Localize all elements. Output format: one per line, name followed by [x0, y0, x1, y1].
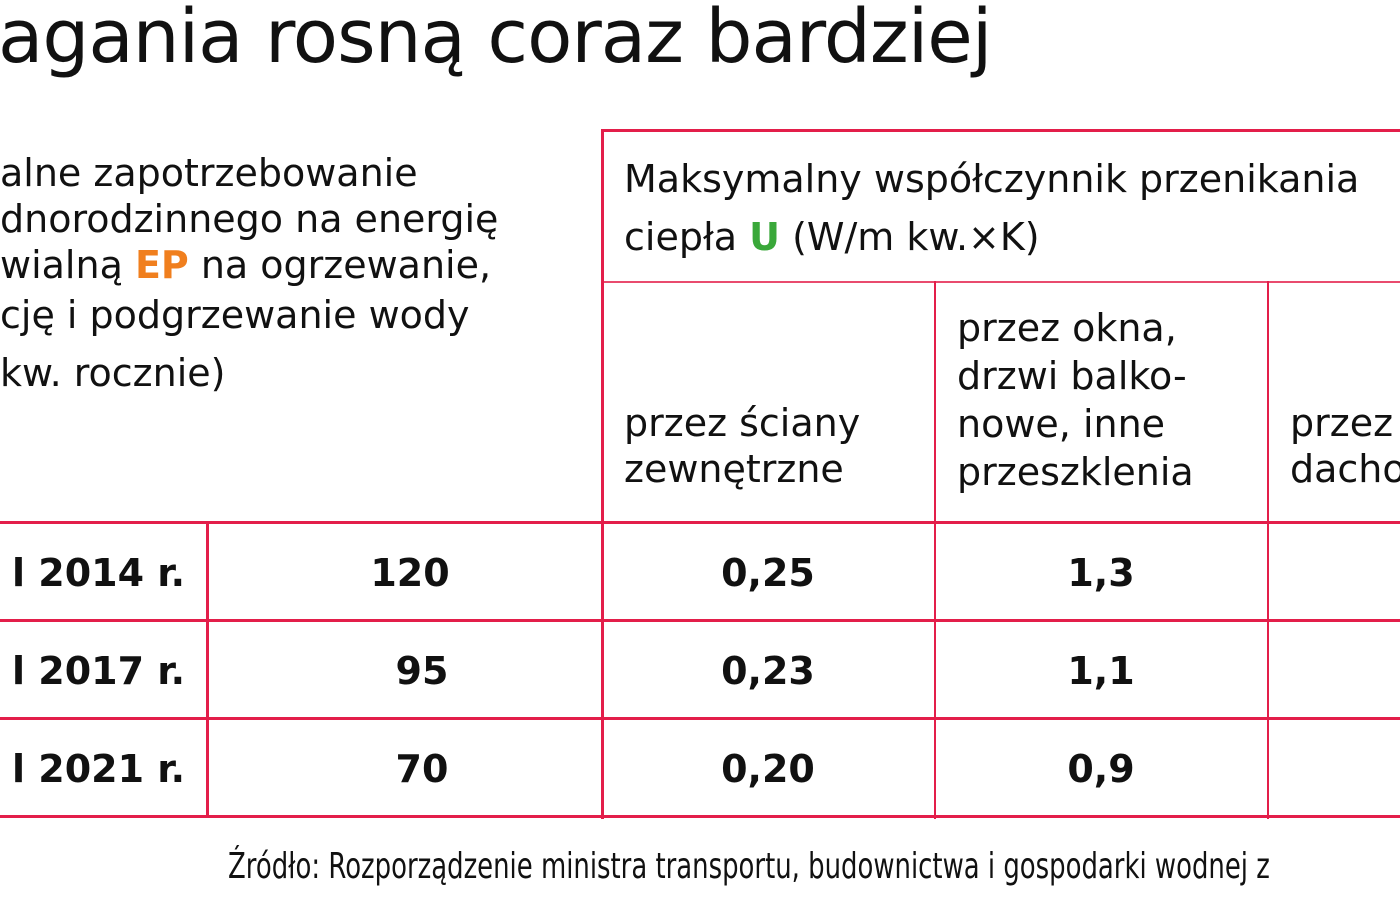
ep-value: 120 [370, 551, 450, 595]
table-border [206, 521, 209, 818]
header-line: alne zapotrzebowanie [0, 151, 418, 195]
table-border [601, 129, 604, 819]
table-border [0, 815, 1400, 818]
table-border [934, 281, 936, 819]
header-line: kw. rocznie) [0, 351, 226, 395]
walls-value: 0,20 [721, 747, 815, 791]
ep-value: 70 [395, 747, 449, 791]
subheader-walls: przez ściany zewnętrzne [624, 400, 860, 492]
u-label: U [749, 215, 780, 259]
header-line: dnorodzinnego na energię [0, 197, 499, 241]
windows-value: 0,9 [1067, 747, 1135, 791]
table-row: l 2017 r. 95 0,23 1,1 [0, 622, 1400, 720]
table-border [1267, 281, 1269, 819]
table-border [0, 619, 1400, 622]
header-line: wialną EP na ogrzewanie, [0, 242, 498, 288]
table-border [601, 129, 1400, 132]
source-note: Źródło: Rozporządzenie ministra transpor… [228, 846, 1270, 887]
header-text: na ogrzewanie, [188, 243, 492, 287]
walls-value: 0,23 [721, 649, 815, 693]
header-line: nowe, inne [957, 402, 1166, 446]
header-text: wialną [0, 243, 135, 287]
header-line: przeszklenia [957, 450, 1194, 494]
header-line: przez [1290, 401, 1394, 445]
ep-value: 95 [395, 649, 449, 693]
header-line: dacho [1290, 447, 1400, 491]
header-line: cję i podgrzewanie wody [0, 293, 470, 337]
table-border [0, 717, 1400, 720]
ep-label: EP [134, 243, 189, 287]
subheader-windows: przez okna, drzwi balko- nowe, inne prze… [957, 304, 1194, 496]
windows-value: 1,1 [1067, 649, 1135, 693]
table-border [601, 281, 1400, 283]
header-text: ciepła [624, 215, 750, 259]
header-line: drzwi balko- [957, 354, 1187, 398]
page-title: agania rosną coraz bardziej [0, 0, 992, 80]
header-line: ciepła U (W/m kw.×K) [624, 208, 1359, 266]
subheader-roofs: przez dacho [1290, 400, 1400, 492]
header-text: (W/m kw.×K) [779, 215, 1040, 259]
windows-value: 1,3 [1067, 551, 1135, 595]
u-header: Maksymalny współczynnik przenikania ciep… [624, 150, 1359, 266]
table-row: l 2014 r. 120 0,25 1,3 [0, 524, 1400, 622]
table-border [0, 521, 1400, 524]
table-row: l 2021 r. 70 0,20 0,9 [0, 720, 1400, 818]
walls-value: 0,25 [721, 551, 815, 595]
row-label: l 2017 r. [12, 649, 186, 693]
header-line: przez ściany [624, 401, 861, 445]
header-line: Maksymalny współczynnik przenikania [624, 157, 1360, 201]
header-line: zewnętrzne [624, 447, 844, 491]
ep-header: alne zapotrzebowanie dnorodzinnego na en… [0, 150, 498, 396]
row-label: l 2021 r. [12, 747, 186, 791]
row-label: l 2014 r. [12, 551, 186, 595]
header-line: przez okna, [957, 306, 1177, 350]
